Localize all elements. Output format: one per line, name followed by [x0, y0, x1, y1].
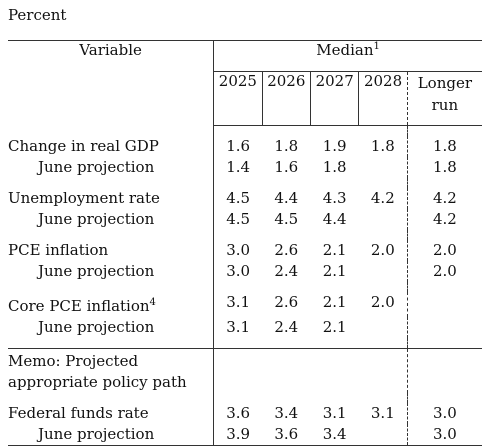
- row-label: June projection: [8, 157, 215, 178]
- cell-2026: 1.8: [274, 137, 299, 155]
- cell-longer-run: 1.8: [406, 136, 482, 157]
- cell-2027: 2.1: [322, 318, 347, 336]
- table-row-unemployment-june: June projection 4.5 4.5 4.4 4.2: [8, 209, 482, 230]
- header-row-top: Variable Median1: [8, 40, 482, 126]
- cell-2026: 2.6: [274, 241, 299, 259]
- cell-longer-run: 3.0: [406, 403, 482, 424]
- cell-2028: [359, 209, 407, 230]
- cell-longer-run: 2.0: [406, 240, 482, 261]
- longer-run-header: Longer run: [406, 71, 482, 126]
- cell-2025: 3.6: [226, 404, 251, 422]
- cell-longer-run: 3.0: [406, 424, 482, 446]
- cell-2028: [359, 317, 407, 338]
- cell-2026: 2.4: [274, 262, 299, 280]
- variable-header: Variable: [8, 40, 215, 126]
- year-2027-header: 2027: [310, 71, 360, 126]
- cell-2027: 3.4: [310, 424, 359, 446]
- footnote-4: 4: [149, 297, 156, 308]
- year-2026-header: 2026: [262, 71, 311, 126]
- cell-2025: 1.6: [226, 137, 251, 155]
- row-label: Change in real GDP: [8, 136, 215, 157]
- cell-2026: 4.5: [274, 210, 299, 228]
- year-2025-header: 2025: [213, 71, 263, 126]
- table-row-core-pce: Core PCE inflation4 3.1 2.6 2.1 2.0: [8, 292, 482, 317]
- cell-2025: 3.1: [226, 318, 251, 336]
- cell-2028: [359, 261, 407, 282]
- cell-longer-run: 4.2: [406, 188, 482, 209]
- cell-longer-run: [406, 317, 482, 338]
- cell-2027: 2.1: [322, 293, 347, 311]
- table-row-gdp-june: June projection 1.4 1.6 1.8 1.8: [8, 157, 482, 178]
- cell-2027: 2.1: [322, 241, 347, 259]
- cell-2025: 3.1: [226, 293, 251, 311]
- cell-2025: 3.0: [226, 262, 251, 280]
- cell-2027: 2.1: [322, 262, 347, 280]
- cell-2028: 2.0: [370, 241, 395, 259]
- cell-2026: 3.6: [262, 424, 311, 446]
- cell-2028: 2.0: [370, 293, 395, 311]
- row-label: June projection: [8, 424, 215, 446]
- memo-label: Memo: Projected appropriate policy path: [8, 348, 215, 393]
- row-label: Unemployment rate: [8, 188, 215, 209]
- table-row-core-pce-june: June projection 3.1 2.4 2.1: [8, 317, 482, 338]
- table-row-unemployment: Unemployment rate 4.5 4.4 4.3 4.2 4.2: [8, 188, 482, 209]
- table-row-gdp: Change in real GDP 1.6 1.8 1.9 1.8 1.8: [8, 136, 482, 157]
- cell-2028: [358, 424, 408, 446]
- cell-2028: [359, 157, 407, 178]
- header-row-years: 2025 2026 2027 2028 Longer run: [8, 71, 482, 126]
- cell-2026: 1.6: [274, 158, 299, 176]
- table-row-memo: Memo: Projected appropriate policy path: [8, 348, 482, 393]
- cell-2027: 3.1: [322, 404, 347, 422]
- table-row-fed-funds-june: June projection 3.9 3.6 3.4 3.0: [8, 424, 482, 446]
- cell-2027: 4.4: [322, 210, 347, 228]
- cell-2025: 1.4: [226, 158, 251, 176]
- cell-2028: 4.2: [370, 189, 395, 207]
- table-row-fed-funds: Federal funds rate 3.6 3.4 3.1 3.1 3.0: [8, 403, 482, 424]
- cell-2027: 1.9: [322, 137, 347, 155]
- cell-2025: 4.5: [226, 189, 251, 207]
- cell-2025: 4.5: [226, 210, 251, 228]
- median-header: Median1: [213, 40, 482, 72]
- cell-longer-run: 1.8: [406, 157, 482, 178]
- row-label: June projection: [8, 317, 215, 338]
- cell-2027: 4.3: [322, 189, 347, 207]
- projections-table: Variable Median1 2025 2026 2027 2028 Lon…: [8, 40, 482, 446]
- cell-2026: 2.6: [274, 293, 299, 311]
- row-label: PCE inflation: [8, 240, 215, 261]
- cell-longer-run: 2.0: [406, 261, 482, 282]
- cell-2026: 3.4: [274, 404, 299, 422]
- cell-2025: 3.9: [213, 424, 263, 446]
- year-2028-header: 2028: [358, 71, 408, 126]
- cell-2027: 1.8: [322, 158, 347, 176]
- table-caption: Percent: [8, 6, 67, 24]
- table-row-pce-june: June projection 3.0 2.4 2.1 2.0: [8, 261, 482, 282]
- cell-longer-run: 4.2: [406, 209, 482, 230]
- row-label: June projection: [8, 209, 215, 230]
- cell-2026: 2.4: [274, 318, 299, 336]
- table-row-pce: PCE inflation 3.0 2.6 2.1 2.0 2.0: [8, 240, 482, 261]
- cell-2028: 3.1: [370, 404, 395, 422]
- footnote-1: 1: [373, 41, 380, 52]
- row-label: June projection: [8, 261, 215, 282]
- row-label: Core PCE inflation4: [8, 292, 215, 317]
- cell-2025: 3.0: [226, 241, 251, 259]
- row-label: Federal funds rate: [8, 403, 215, 424]
- cell-longer-run: [406, 292, 482, 317]
- cell-2026: 4.4: [274, 189, 299, 207]
- cell-2028: 1.8: [370, 137, 395, 155]
